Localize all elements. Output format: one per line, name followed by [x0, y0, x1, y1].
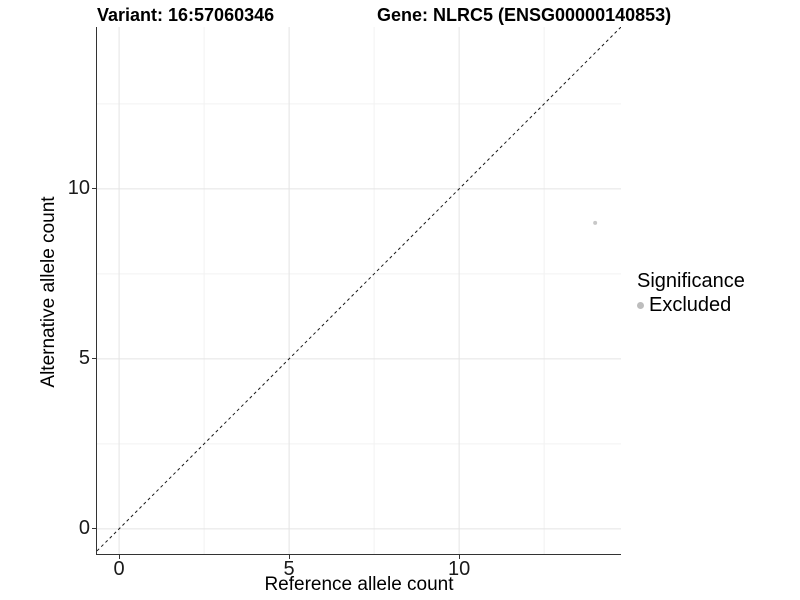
- x-tick-label: 10: [448, 558, 471, 580]
- legend-entry-label: Excluded: [649, 294, 732, 316]
- x-tick-mark: [458, 555, 460, 559]
- legend-key-dot-icon: [637, 302, 644, 309]
- legend-entry: Excluded: [637, 294, 745, 317]
- y-tick-mark: [92, 528, 96, 530]
- x-tick-label: 5: [283, 558, 295, 580]
- y-tick-label: 5: [78, 346, 90, 369]
- legend-entries: Excluded: [637, 294, 745, 317]
- x-axis-title: Reference allele count: [264, 574, 454, 595]
- x-tick-mark: [118, 555, 120, 559]
- plot-panel: [96, 27, 621, 555]
- legend-title: Significance: [637, 270, 745, 292]
- x-tick-mark: [288, 555, 290, 559]
- y-tick-mark: [92, 188, 96, 190]
- legend: Significance Excluded: [637, 270, 745, 317]
- variant-title: Variant: 16:57060346: [97, 5, 275, 25]
- x-tick-label: 0: [113, 558, 125, 580]
- y-tick-mark: [92, 358, 96, 360]
- y-tick-label: 10: [67, 176, 90, 199]
- y-tick-label: 0: [78, 516, 90, 539]
- data-point: [593, 220, 598, 225]
- identity-reference-line: [97, 27, 621, 552]
- gene-title: Gene: NLRC5 (ENSG00000140853): [377, 5, 672, 25]
- plot-canvas: [97, 27, 621, 554]
